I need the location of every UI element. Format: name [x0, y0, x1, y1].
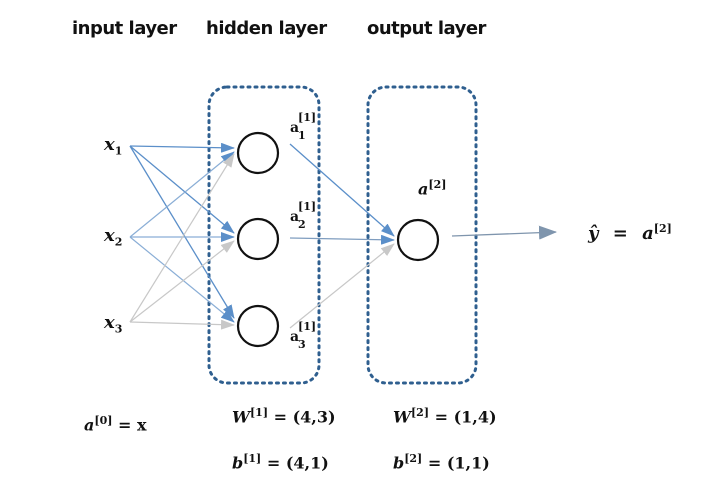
hidden-node-1 — [236, 131, 280, 175]
edge-x1-h3 — [129, 145, 235, 319]
input-x3-label: x3 — [104, 312, 123, 336]
edge-x1-h2 — [129, 145, 235, 234]
edge-x2-h3 — [129, 236, 235, 323]
eq-b2: b[2] = (1,1) — [393, 452, 490, 473]
eq-b1: b[1] = (4,1) — [232, 452, 329, 473]
edge-h1-out — [289, 143, 395, 237]
eq-a0: a[0] = x — [84, 414, 147, 435]
hidden-a1-label: a [1] 1 — [290, 111, 317, 142]
hidden-layer-title: hidden layer — [206, 18, 327, 39]
input-x2-label: x2 — [104, 225, 123, 249]
hidden-node-2 — [236, 217, 280, 261]
hidden-node-3 — [236, 304, 280, 348]
eq-w2: W[2] = (1,4) — [393, 406, 497, 427]
edge-x1-h1 — [129, 142, 235, 153]
output-node — [396, 218, 440, 262]
edge-out-yhat — [451, 225, 557, 240]
input-x1-label: x1 — [104, 134, 123, 158]
hidden-a3-label: a [1] 3 — [290, 320, 317, 351]
output-layer-title: output layer — [367, 18, 486, 39]
edge-h3-out — [289, 243, 395, 329]
edge-x3-h2 — [129, 240, 235, 323]
yhat-equation: ŷ = a[2] — [588, 222, 672, 244]
eq-w1: W[1] = (4,3) — [232, 406, 336, 427]
edge-h2-out — [289, 234, 395, 245]
hidden-a2-label: a [1] 2 — [290, 200, 317, 231]
edge-x3-h1 — [129, 153, 235, 323]
edge-x2-h1 — [129, 151, 235, 238]
edge-x3-h3 — [129, 319, 235, 330]
hidden-layer-box — [207, 85, 321, 385]
yhat-symbol: ŷ — [588, 223, 599, 244]
output-a2-label: a[2] — [418, 178, 447, 199]
input-layer-title: input layer — [72, 18, 177, 39]
